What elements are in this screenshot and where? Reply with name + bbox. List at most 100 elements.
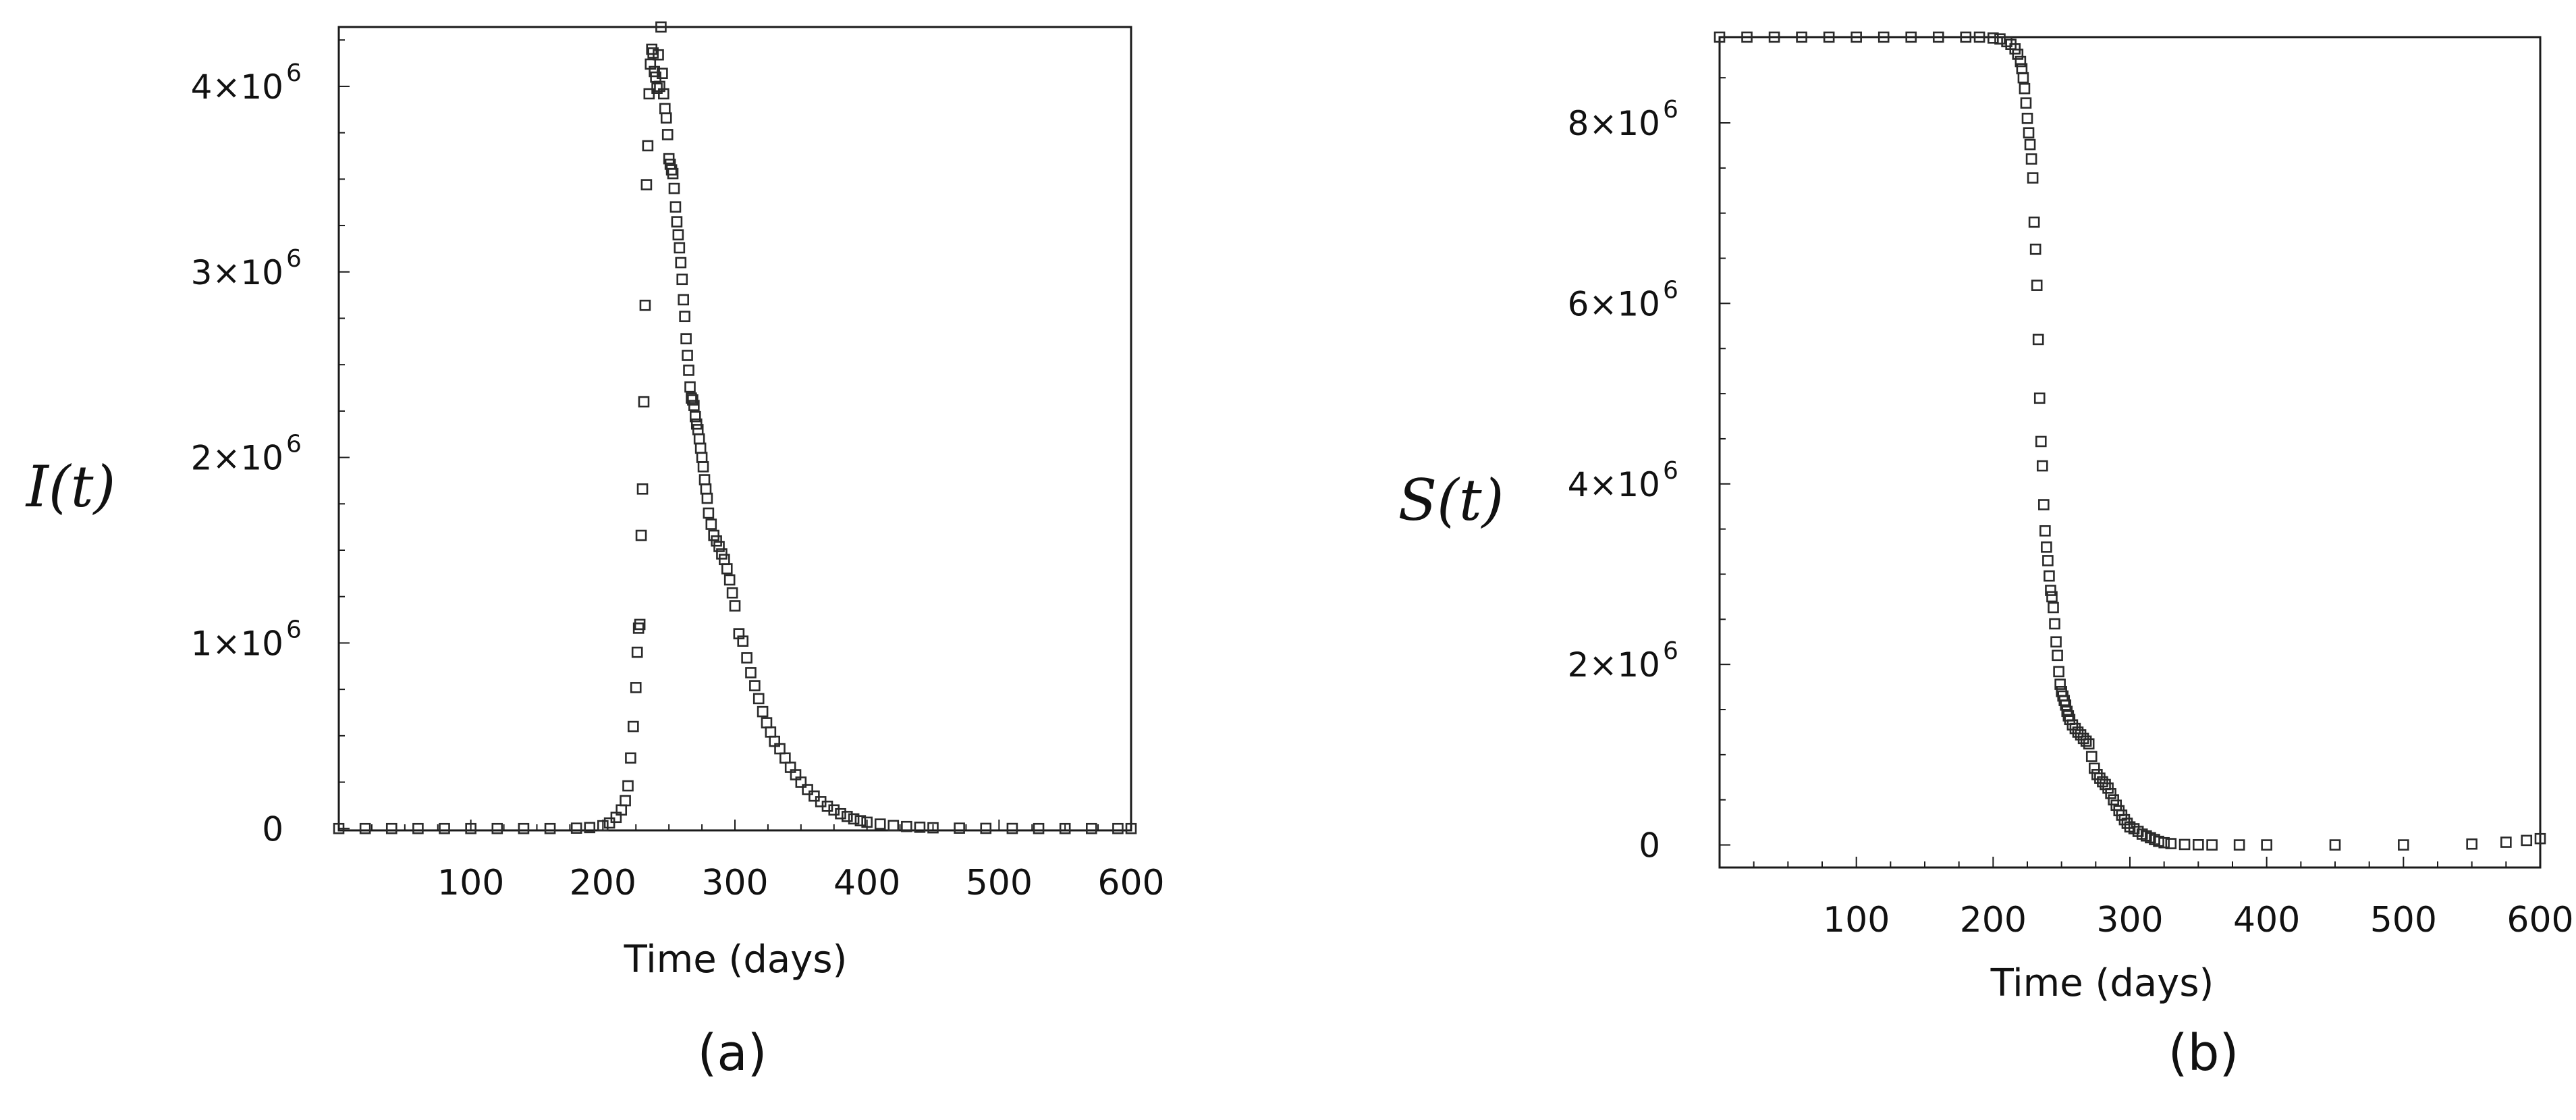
data-point [697, 461, 709, 473]
data-point [688, 400, 700, 411]
data-point [2042, 555, 2054, 566]
data-point [661, 129, 674, 140]
data-point [675, 257, 687, 269]
x-tick-label: 300 [701, 863, 768, 903]
data-series [1714, 31, 2546, 851]
data-point [2028, 216, 2040, 228]
data-point [2017, 72, 2029, 84]
y-tick-exponent: 6 [1663, 637, 1678, 665]
data-point [2165, 838, 2177, 849]
x-tick-label: 100 [437, 863, 504, 903]
data-point [2053, 666, 2064, 678]
data-point [802, 784, 813, 795]
y-tick-exponent: 6 [286, 245, 302, 273]
y-tick-label: 6×10 [1568, 284, 1660, 323]
data-point [634, 618, 646, 631]
data-point [2534, 832, 2546, 845]
data-point [659, 103, 671, 115]
data-point [887, 820, 900, 832]
data-point [914, 822, 926, 833]
data-point [2033, 392, 2046, 404]
data-point [1960, 31, 1972, 43]
data-point [752, 693, 765, 705]
x-tick-label: 600 [2506, 900, 2573, 940]
data-point [723, 574, 736, 586]
data-point [705, 518, 717, 530]
data-point [333, 822, 345, 834]
data-point [2178, 838, 2191, 851]
data-point [2054, 678, 2066, 690]
data-point [2023, 127, 2035, 139]
data-point [658, 88, 669, 100]
data-point [676, 273, 688, 286]
data-point [639, 299, 651, 311]
data-point [1932, 31, 1944, 43]
data-point [694, 442, 707, 454]
data-point [653, 49, 664, 61]
data-point [698, 474, 711, 485]
data-series [333, 21, 1137, 834]
data-point [721, 563, 733, 575]
y-tick-label: 4×10 [1568, 465, 1660, 504]
data-point [696, 452, 708, 463]
data-point [2031, 279, 2043, 291]
data-point [2193, 839, 2204, 851]
data-point [1905, 31, 1917, 43]
data-point [821, 800, 833, 812]
data-point [729, 600, 741, 612]
data-point [1006, 822, 1018, 834]
data-point [980, 822, 992, 834]
y-tick-exponent: 6 [286, 59, 302, 87]
data-point [584, 822, 596, 834]
data-point [678, 294, 689, 306]
x-tick-label: 400 [833, 863, 900, 903]
data-point [359, 822, 371, 834]
data-point [2025, 153, 2037, 165]
data-point [674, 242, 686, 254]
y-tick-label: 1×10 [191, 624, 283, 663]
panel-label: (a) [697, 1024, 767, 1082]
data-point [1741, 31, 1753, 43]
x-axis-label: Time (days) [624, 938, 848, 982]
data-point [745, 667, 757, 678]
data-point [638, 396, 650, 408]
data-point [1988, 32, 1999, 44]
data-point [2206, 839, 2218, 851]
data-point [1714, 31, 1726, 43]
data-point [757, 705, 769, 718]
panel-label: (b) [2168, 1024, 2239, 1082]
plot-frame [1718, 36, 2542, 869]
data-point [439, 822, 450, 834]
y-axis-label: I(t) [25, 454, 115, 520]
data-point [2048, 602, 2059, 614]
data-point [631, 646, 643, 658]
data-point [2035, 435, 2047, 448]
data-point [2038, 499, 2050, 510]
y-tick-exponent: 6 [286, 431, 302, 458]
data-point [597, 820, 609, 832]
data-point [657, 68, 668, 80]
data-point [954, 822, 965, 834]
data-point [874, 818, 886, 830]
y-tick-label: 4×10 [191, 68, 283, 107]
data-point [2329, 839, 2341, 851]
data-point [2050, 636, 2062, 648]
data-point [667, 167, 679, 180]
data-point [2039, 525, 2051, 537]
data-point [412, 822, 424, 834]
data-point [703, 507, 715, 519]
data-point [635, 529, 647, 541]
data-point [2044, 570, 2055, 582]
x-tick-label: 200 [1960, 900, 2027, 940]
data-point [660, 112, 672, 124]
data-point [854, 815, 867, 827]
data-point [570, 822, 582, 834]
data-point [655, 21, 667, 33]
data-point [1851, 31, 1862, 43]
x-tick-label: 200 [570, 863, 636, 903]
y-tick-label: 2×10 [1568, 645, 1660, 685]
x-tick-label: 600 [1097, 863, 1164, 903]
data-point [1033, 822, 1045, 834]
y-tick-exponent: 6 [1663, 96, 1678, 124]
data-point [2036, 460, 2048, 472]
